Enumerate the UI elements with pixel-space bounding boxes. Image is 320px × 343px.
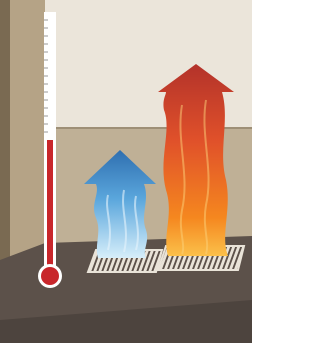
- thermometer-mercury: [47, 140, 53, 270]
- wall-edge: [0, 0, 10, 260]
- illustration: [0, 0, 252, 343]
- page: (() => { const data = JSON.parse(documen…: [0, 0, 252, 343]
- thermometer-bulb: [41, 267, 59, 285]
